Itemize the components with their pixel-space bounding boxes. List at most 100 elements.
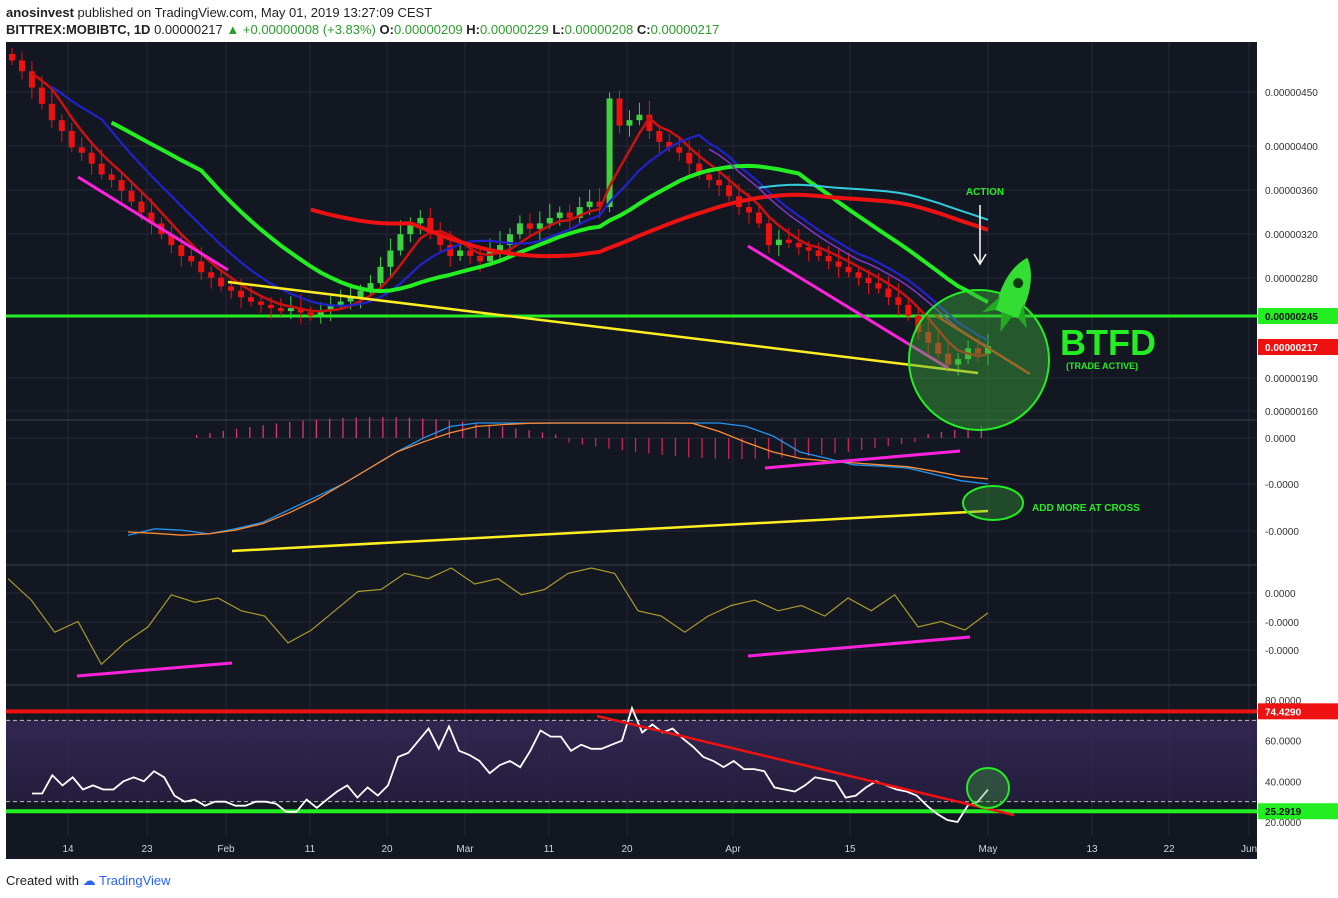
pane-separators <box>6 419 1257 686</box>
macd-histogram-bar <box>847 438 849 452</box>
macd-histogram-bar <box>395 417 397 438</box>
macd-histogram-bar <box>595 438 597 447</box>
candle-body <box>985 346 991 354</box>
price-level-badge <box>1258 339 1338 355</box>
candle-body <box>347 297 354 302</box>
macd-histogram-bar <box>714 438 716 459</box>
candle-body <box>267 304 274 309</box>
candle-body <box>666 141 673 148</box>
btfd-label: BTFD <box>1060 322 1156 363</box>
macd-histogram-bar <box>608 438 610 449</box>
x-tick-label: Mar <box>456 844 474 855</box>
ma-fast-line <box>31 72 989 358</box>
macd-histogram-bar <box>275 423 278 438</box>
x-tick-label: 11 <box>305 844 316 855</box>
candle-body <box>88 152 95 164</box>
macd-histogram-bar <box>887 438 889 447</box>
y-tick-label: 0.00000160 <box>1265 407 1318 418</box>
rsi-level-label: 25.2919 <box>1265 807 1302 818</box>
y-tick-label: 0.00000360 <box>1265 186 1318 197</box>
macd-histogram-bar <box>541 432 544 438</box>
macd-histogram-bar <box>501 426 504 438</box>
symbol-info: BITTREX:MOBIBTC, 1D 0.00000217 ▲ +0.0000… <box>6 22 719 37</box>
macd-histogram-bar <box>834 438 836 454</box>
candle-body <box>905 304 912 316</box>
publish-info: anosinvest published on TradingView.com,… <box>6 5 432 20</box>
candle-body <box>397 234 404 251</box>
candle-body <box>835 261 842 267</box>
low-label: L: <box>552 22 565 37</box>
candle-body <box>955 359 962 365</box>
price-pane[interactable] <box>6 47 1257 376</box>
rocket-window <box>1013 278 1024 289</box>
candle-body <box>516 223 523 235</box>
osc-trendline-right <box>747 635 971 658</box>
macd-histogram-bar <box>222 430 224 438</box>
time-axis-bg <box>6 836 1257 859</box>
macd-trendline-magenta <box>764 449 961 470</box>
grid <box>6 42 1257 836</box>
price-level-badge <box>1258 308 1338 324</box>
candle-body <box>825 255 832 262</box>
macd-histogram-bar <box>289 422 291 438</box>
rsi-pane[interactable] <box>6 705 1257 824</box>
candle-body <box>785 239 792 243</box>
tradingview-logo-icon[interactable]: ☁ <box>82 873 96 888</box>
y-tick-label: 0.00000280 <box>1265 274 1318 285</box>
macd-histogram-bar <box>861 438 863 450</box>
price-level-label: 0.00000217 <box>1265 343 1318 354</box>
x-tick-label: 14 <box>62 844 74 855</box>
tradingview-brand[interactable]: TradingView <box>99 873 171 888</box>
macd-histogram-bar <box>900 438 903 445</box>
macd-pane[interactable] <box>127 417 989 553</box>
rsi-band <box>6 720 1257 802</box>
candle-body <box>477 255 484 262</box>
candle-body <box>656 131 663 142</box>
x-tick-label: Apr <box>725 844 741 855</box>
candle-body <box>148 212 155 224</box>
candle-body <box>387 250 394 267</box>
ma-red-line <box>310 192 989 259</box>
macd-histogram-bar <box>568 438 570 443</box>
rsi-level-label: 74.4290 <box>1265 707 1302 718</box>
publisher-name[interactable]: anosinvest <box>6 5 74 20</box>
trendline-yellow <box>227 280 979 375</box>
macd-tick-label: -0.0000 <box>1265 527 1299 538</box>
rsi-tick-label: 20.0000 <box>1265 818 1302 829</box>
candle-body <box>218 277 225 287</box>
trendline-magenta-right <box>747 244 949 370</box>
candle-body <box>865 277 872 284</box>
macd-histogram-bar <box>249 426 251 438</box>
macd-histogram-bar <box>515 428 517 438</box>
macd-histogram-bar <box>661 438 663 455</box>
candle-body <box>586 201 593 208</box>
rsi-tick-label: 80.0000 <box>1265 696 1302 707</box>
candle-body <box>556 212 563 218</box>
candle-body <box>536 223 543 229</box>
candle-body <box>815 250 822 256</box>
candle-body <box>38 87 45 104</box>
y-tick-label: 0.00000320 <box>1265 230 1318 241</box>
macd-histogram-bar <box>435 419 437 438</box>
ma-cyan-line <box>758 183 989 221</box>
high-value: 0.00000229 <box>480 22 549 37</box>
macd-trendline-yellow <box>231 509 989 553</box>
rsi-tick-label: 40.0000 <box>1265 777 1302 788</box>
macd-histogram-bar <box>621 438 623 451</box>
rsi-line <box>32 705 989 824</box>
btfd-circle <box>908 289 1050 431</box>
candle-body <box>975 348 982 354</box>
ma-green-line <box>110 120 989 304</box>
macd-histogram-bar <box>448 420 450 438</box>
candle-body <box>616 98 623 126</box>
x-tick-label: 20 <box>381 844 393 855</box>
macd-histogram-bar <box>754 438 756 459</box>
candle-body <box>765 223 772 246</box>
oscillator-pane[interactable] <box>7 567 989 678</box>
macd-histogram-bar <box>342 417 344 438</box>
candle-body <box>188 255 195 262</box>
candle-body <box>417 217 424 224</box>
price-axis-bg <box>1257 42 1338 859</box>
candle-body <box>198 261 205 273</box>
